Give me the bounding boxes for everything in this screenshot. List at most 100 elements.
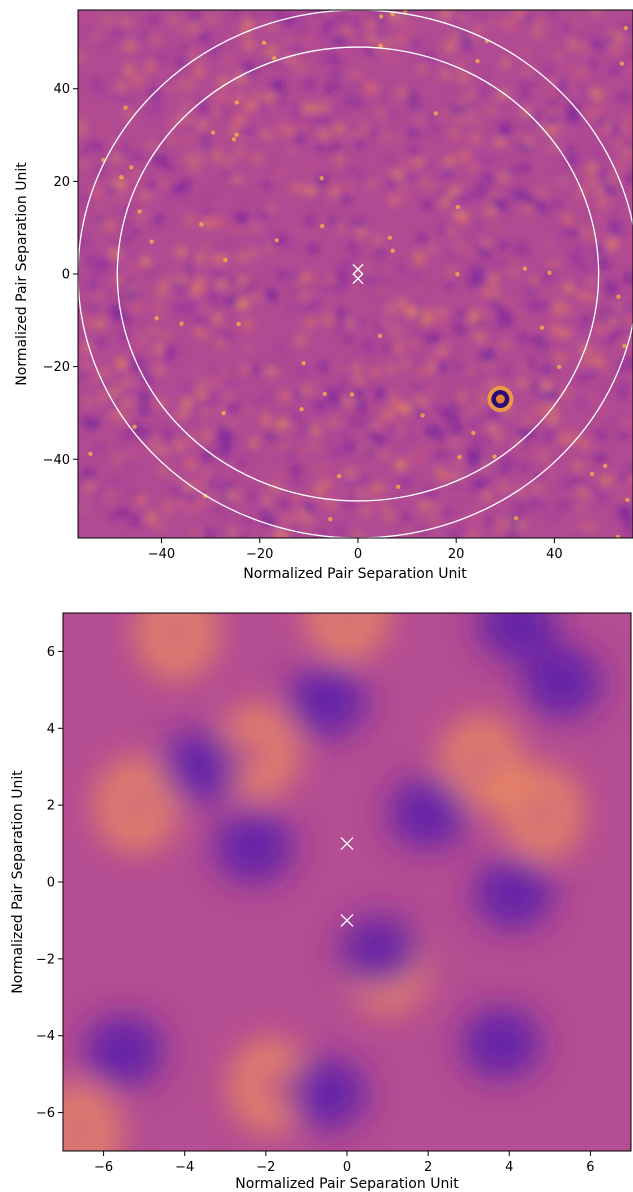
texture-speckle bbox=[128, 265, 140, 271]
texture-speckle bbox=[227, 444, 234, 449]
texture-speckle bbox=[292, 114, 303, 120]
texture-speckle bbox=[220, 446, 230, 455]
texture-speckle bbox=[400, 192, 409, 203]
texture-speckle bbox=[172, 348, 180, 356]
texture-speckle bbox=[238, 276, 246, 286]
texture-speckle bbox=[485, 208, 496, 215]
texture-speckle bbox=[302, 185, 309, 194]
texture-speckle bbox=[337, 48, 346, 55]
texture-speckle bbox=[385, 160, 394, 167]
texture-speckle bbox=[266, 133, 276, 138]
texture-speckle bbox=[379, 91, 386, 96]
texture-speckle bbox=[162, 351, 174, 362]
texture-speckle bbox=[414, 455, 426, 464]
texture-speckle bbox=[312, 388, 319, 396]
texture-speckle bbox=[285, 56, 297, 64]
texture-speckle bbox=[440, 471, 449, 480]
texture-speckle bbox=[452, 71, 459, 82]
x-tick-label-bottom: 4 bbox=[505, 1160, 513, 1175]
texture-speckle bbox=[95, 205, 107, 211]
x-marker-top bbox=[352, 263, 364, 275]
texture-speckle bbox=[177, 305, 187, 312]
texture-speckle bbox=[243, 126, 250, 136]
texture-speckle bbox=[402, 156, 414, 166]
texture-speckle bbox=[424, 183, 430, 188]
texture-speckle bbox=[598, 304, 606, 312]
texture-speckle bbox=[195, 479, 206, 486]
texture-speckle bbox=[450, 399, 457, 405]
texture-speckle bbox=[340, 274, 351, 281]
texture-speckle bbox=[269, 230, 275, 236]
texture-speckle bbox=[553, 421, 562, 428]
texture-speckle bbox=[279, 503, 291, 509]
texture-speckle bbox=[285, 38, 292, 44]
texture-speckle bbox=[136, 496, 146, 505]
texture-speckle bbox=[519, 165, 531, 171]
texture-speckle bbox=[589, 295, 596, 301]
texture-speckle bbox=[231, 125, 238, 131]
texture-speckle bbox=[580, 184, 588, 189]
texture-speckle bbox=[582, 266, 593, 274]
texture-speckle bbox=[578, 400, 591, 406]
texture-speckle bbox=[377, 282, 388, 293]
texture-speckle bbox=[445, 44, 455, 53]
texture-speckle bbox=[456, 29, 464, 36]
texture-speckle bbox=[78, 128, 84, 135]
texture-speckle bbox=[155, 102, 162, 107]
texture-speckle bbox=[222, 531, 228, 538]
texture-speckle bbox=[78, 53, 84, 62]
texture-speckle bbox=[561, 227, 571, 237]
texture-speckle bbox=[350, 418, 360, 426]
texture-speckle bbox=[94, 144, 106, 149]
texture-speckle bbox=[245, 495, 252, 501]
texture-speckle bbox=[554, 53, 563, 58]
texture-speckle bbox=[331, 108, 338, 114]
texture-speckle bbox=[386, 40, 393, 46]
y-tick-label-bottom: 0 bbox=[47, 876, 55, 891]
texture-speckle bbox=[491, 225, 498, 230]
texture-speckle bbox=[491, 228, 503, 236]
texture-speckle bbox=[146, 61, 156, 71]
texture-speckle bbox=[582, 356, 591, 366]
texture-speckle bbox=[492, 519, 501, 526]
texture-speckle bbox=[580, 441, 591, 449]
texture-speckle bbox=[566, 65, 572, 75]
texture-speckle bbox=[112, 318, 121, 323]
texture-speckle bbox=[360, 174, 368, 181]
texture-speckle bbox=[335, 156, 343, 165]
texture-speckle bbox=[485, 107, 495, 114]
texture-speckle bbox=[223, 57, 234, 67]
texture-speckle bbox=[525, 137, 532, 145]
dark-blob bbox=[213, 811, 294, 884]
texture-speckle bbox=[534, 484, 543, 492]
texture-speckle bbox=[331, 396, 338, 405]
speckle-peak bbox=[378, 14, 384, 19]
texture-speckle bbox=[440, 10, 451, 19]
speckle-peak bbox=[433, 111, 439, 116]
texture-speckle bbox=[318, 115, 329, 123]
texture-speckle bbox=[572, 280, 583, 287]
texture-speckle bbox=[570, 94, 579, 100]
texture-speckle bbox=[153, 215, 164, 223]
speckle-peak bbox=[539, 325, 545, 330]
texture-speckle bbox=[313, 221, 322, 228]
texture-speckle bbox=[355, 317, 363, 325]
texture-speckle bbox=[330, 144, 339, 152]
texture-speckle bbox=[275, 271, 288, 278]
texture-speckle bbox=[459, 308, 465, 313]
texture-speckle bbox=[417, 130, 423, 136]
texture-speckle bbox=[330, 318, 338, 327]
texture-speckle bbox=[250, 225, 261, 231]
texture-speckle bbox=[245, 319, 253, 329]
texture-speckle bbox=[484, 491, 492, 501]
texture-speckle bbox=[86, 27, 97, 33]
texture-speckle bbox=[601, 316, 610, 326]
texture-speckle bbox=[427, 326, 437, 331]
texture-speckle bbox=[80, 314, 92, 319]
texture-speckle bbox=[560, 329, 571, 338]
texture-speckle bbox=[422, 201, 432, 208]
texture-speckle bbox=[99, 39, 107, 45]
texture-speckle bbox=[242, 21, 254, 29]
speckle-peak bbox=[616, 294, 621, 299]
texture-speckle bbox=[410, 338, 418, 346]
